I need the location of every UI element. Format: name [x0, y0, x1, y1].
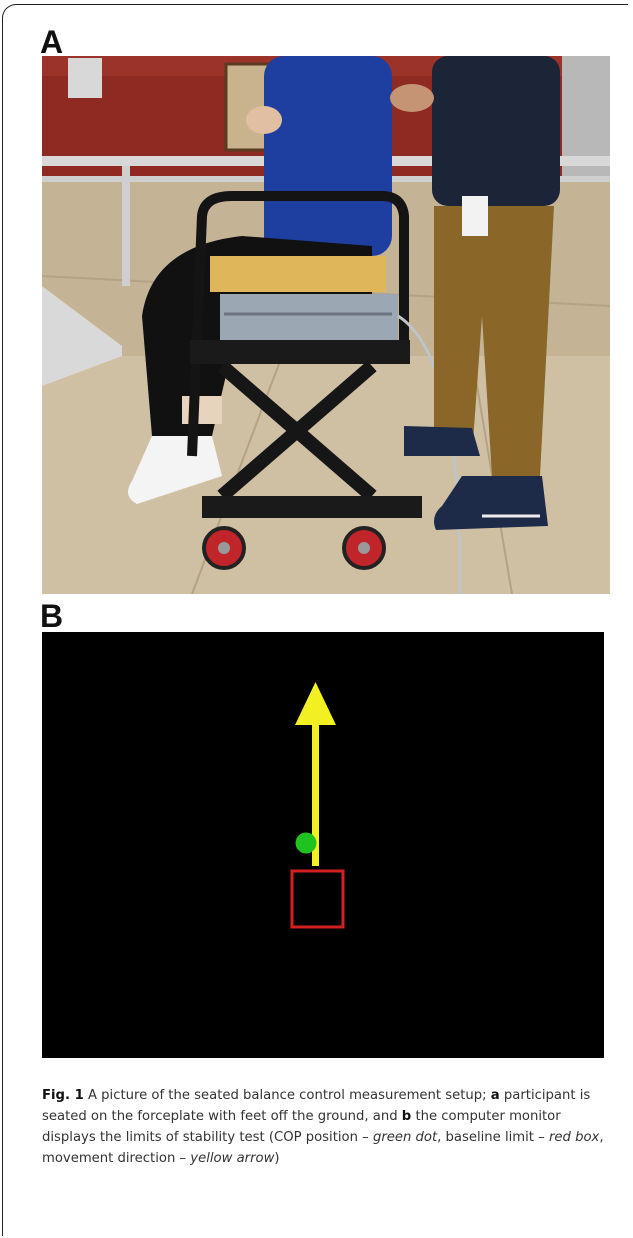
screen-background — [42, 632, 604, 1058]
caption-green-dot: green dot — [372, 1130, 438, 1145]
seated-person-shirt — [264, 56, 392, 256]
cart-top — [190, 340, 410, 364]
caption-text: , baseline limit – — [437, 1130, 549, 1145]
panel-a-marker: a — [490, 1088, 500, 1103]
panel-b-marker: b — [401, 1109, 412, 1124]
caption-text: participant is seated on the forceplate … — [42, 1088, 591, 1124]
caption-text: , movement direction – — [42, 1130, 604, 1166]
cart-base — [202, 496, 422, 518]
panel-a-photo — [42, 56, 610, 594]
seat-cushion — [210, 256, 386, 292]
seated-setup-illustration — [42, 56, 610, 594]
shoe — [128, 436, 222, 504]
ankle — [182, 396, 222, 424]
movement-direction-arrow-head — [295, 682, 336, 725]
bar-post — [122, 166, 130, 286]
shoe — [404, 426, 480, 456]
hand — [246, 106, 282, 134]
wheel-hub — [218, 542, 230, 554]
caption-text: ) — [274, 1151, 280, 1166]
cart-handle — [187, 191, 409, 457]
movement-direction-arrow-shaft — [312, 722, 319, 866]
baseline-limit-box — [290, 869, 345, 929]
wheel-hub — [358, 542, 370, 554]
caption-yellow-arrow: yellow arrow — [190, 1151, 275, 1166]
bar-base — [42, 286, 122, 386]
caption-text: the computer monitor displays the limits… — [42, 1109, 561, 1145]
limits-of-stability-display — [42, 632, 604, 1058]
figure-frame — [2, 4, 628, 1236]
panel-b-monitor-display — [42, 632, 604, 1058]
cop-position-dot — [295, 832, 317, 854]
figure-caption: Fig. 1 A picture of the seated balance c… — [42, 1085, 614, 1169]
caption-red-box: red box — [548, 1130, 600, 1145]
forceplate — [220, 294, 398, 340]
standing-person-pants — [434, 206, 554, 476]
standing-person-shirt — [432, 56, 560, 206]
id-badge — [462, 196, 488, 236]
hand — [390, 84, 434, 112]
scissor-lift — [217, 360, 377, 502]
caption-text: A picture of the seated balance control … — [83, 1088, 491, 1103]
panel-a-label: A — [40, 24, 64, 60]
panel-b-label: B — [40, 598, 64, 634]
figure-label: Fig. 1 — [42, 1088, 84, 1103]
poster — [68, 58, 102, 98]
